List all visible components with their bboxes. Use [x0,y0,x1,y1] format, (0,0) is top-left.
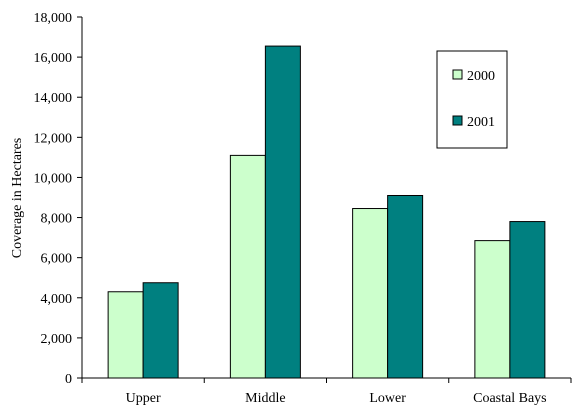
bar-2000-upper [107,291,144,379]
legend-box [436,50,508,149]
legend-label-2000: 2000 [467,69,495,84]
x-category-label: Upper [126,391,161,406]
y-tick-label: 14,000 [34,91,73,106]
y-tick-label: 12,000 [34,131,73,146]
bar-2000-lower [352,208,389,379]
bar-2001-middle [264,45,301,379]
legend-swatch-2001 [452,115,463,126]
y-tick-label: 0 [65,372,72,387]
bar-2001-upper [142,282,179,379]
bar-2001-lower [387,194,424,379]
y-tick-label: 4,000 [41,292,73,307]
legend-label-2001: 2001 [467,115,495,130]
y-tick-label: 10,000 [34,171,73,186]
bar-2000-coastal-bays [474,240,511,379]
bar-2000-middle [229,154,266,379]
x-category-label: Coastal Bays [473,391,547,406]
bar-2001-coastal-bays [509,221,546,379]
legend: 2000 2001 [436,50,508,149]
y-tick-label: 8,000 [41,212,73,227]
y-axis-title: Coverage in Hectares [10,138,25,259]
x-category-label: Lower [369,391,406,406]
y-tick-label: 2,000 [41,332,73,347]
plot-area: 0 2,000 4,000 6,000 8,000 10,000 12,000 14,000 1… [34,11,572,406]
legend-swatch-2000 [452,69,463,80]
y-tick-label: 18,000 [34,11,73,26]
x-category-label: Middle [245,391,285,406]
y-tick-label: 6,000 [41,252,73,267]
y-tick-label: 16,000 [34,51,73,66]
